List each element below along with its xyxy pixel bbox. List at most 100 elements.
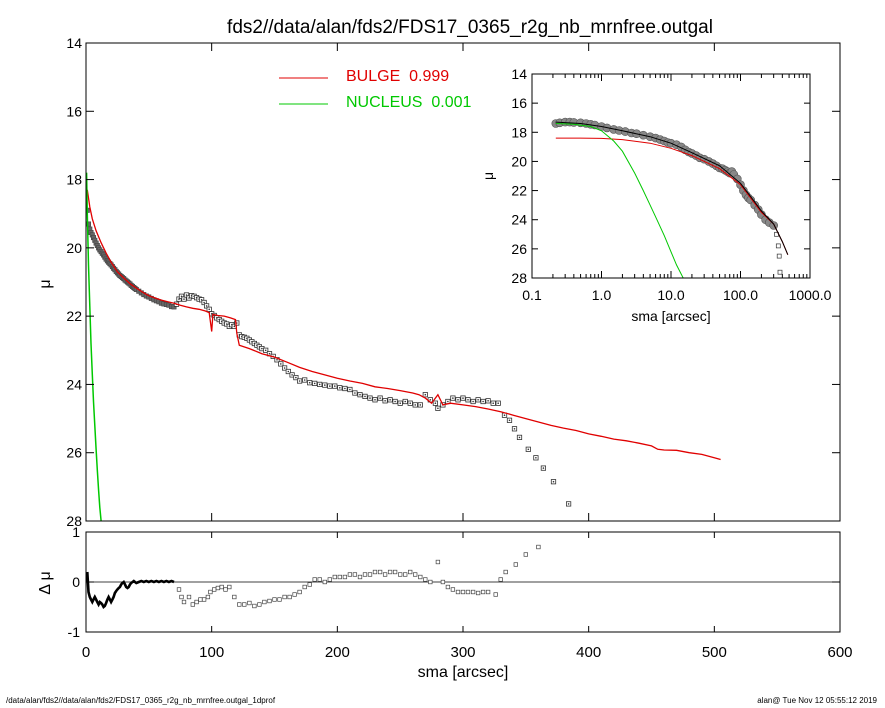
observed-point-dot	[208, 308, 210, 311]
observed-point-dot	[364, 395, 366, 398]
observed-point-dot	[518, 436, 521, 439]
residual-point	[367, 572, 373, 577]
inset-y-label: μ	[480, 172, 496, 180]
observed-point-dot	[399, 402, 402, 405]
inset-x-tick-label: 100.0	[723, 287, 758, 303]
legend-label-nucleus: NUCLEUS 0.001	[346, 94, 471, 111]
residual-point	[190, 602, 195, 607]
inset-y-tick-label: 14	[511, 66, 527, 82]
residual-point	[277, 597, 282, 602]
residual-point	[232, 594, 237, 600]
residual-point	[408, 569, 413, 575]
residual-panel: 0 100 200 300 400 500 600-101 Δ μ sma [arcsec]	[37, 524, 853, 681]
residual-point	[223, 587, 228, 592]
residual-point	[455, 589, 461, 595]
residual-y-tick-label: 0	[72, 574, 80, 590]
observed-point-dot	[379, 397, 381, 399]
residual-point	[352, 572, 358, 577]
residual-point	[418, 574, 423, 580]
residual-point	[403, 572, 408, 577]
residual-point	[392, 569, 398, 575]
observed-point-dot	[389, 399, 391, 401]
main-y-tick-label: 14	[66, 35, 82, 51]
residual-point	[523, 552, 528, 557]
residual-x-tick-label: 200	[325, 644, 350, 661]
residual-point	[387, 569, 393, 575]
observed-point-dot	[434, 402, 437, 405]
main-y-tick-label: 24	[66, 376, 82, 392]
residual-point	[347, 572, 353, 577]
residual-point	[257, 602, 262, 607]
residual-point	[215, 585, 221, 591]
observed-point-dot	[404, 400, 407, 403]
residual-point	[435, 559, 441, 565]
residual-point	[342, 574, 348, 580]
residual-inner-curve	[86, 571, 175, 610]
residual-point	[237, 602, 242, 607]
observed-point-dot	[291, 374, 293, 376]
residual-point	[287, 594, 292, 600]
main-data-group	[86, 172, 721, 521]
observed-point-dot	[276, 359, 278, 361]
residual-point	[212, 587, 217, 592]
observed-point-dot	[552, 480, 555, 483]
observed-point-dot	[384, 400, 386, 402]
inset-y-tick-label: 16	[511, 95, 527, 111]
observed-point-dot	[183, 298, 185, 300]
inset-y-tick-label: 18	[511, 124, 527, 140]
observed-point-dot	[295, 376, 297, 379]
residual-point	[262, 599, 267, 605]
residual-x-tick-label: 500	[702, 644, 727, 661]
residual-x-tick-label: 300	[450, 644, 475, 661]
residual-point	[242, 602, 247, 607]
observed-point-dot	[264, 349, 267, 352]
observed-point-dot	[369, 397, 371, 399]
inset-axes-frame	[531, 73, 811, 279]
observed-point-dot	[287, 370, 290, 373]
residual-point	[470, 589, 476, 595]
inset-observed-point	[776, 253, 782, 259]
main-y-tick-label: 20	[66, 240, 82, 256]
legend-label-bulge: BULGE 0.999	[346, 68, 449, 85]
observed-point-dot	[542, 467, 545, 469]
inset-total-model-line	[555, 121, 789, 255]
residual-point	[205, 594, 211, 600]
residual-point	[450, 587, 456, 592]
residual-point	[480, 589, 486, 595]
main-y-tick-label: 26	[66, 445, 82, 461]
residual-point	[179, 594, 184, 600]
residual-point	[312, 577, 317, 582]
residual-point	[503, 569, 508, 575]
observed-point-dot	[409, 402, 412, 405]
residual-point	[317, 577, 322, 582]
observed-point-dot	[344, 387, 346, 390]
residual-point	[465, 589, 471, 595]
main-y-tick-label: 18	[66, 172, 82, 188]
observed-point-dot	[308, 381, 311, 384]
inset-y-tick-label: 28	[511, 270, 527, 286]
inset-y-tick-label: 22	[511, 183, 527, 199]
residual-point	[332, 574, 337, 580]
observed-point-dot	[205, 305, 208, 307]
observed-point-dot	[329, 385, 331, 387]
residual-x-tick-label: 100	[199, 644, 224, 661]
inset-data-group	[551, 117, 789, 278]
residual-point	[176, 587, 182, 592]
observed-point-dot	[354, 392, 356, 394]
observed-point-dot	[497, 402, 500, 405]
residual-axes-frame	[85, 531, 841, 633]
residual-point	[272, 597, 277, 602]
observed-point-dot	[374, 399, 376, 401]
observed-point-dot	[349, 388, 351, 391]
observed-point-dot	[298, 380, 301, 382]
observed-point-dot	[424, 393, 427, 396]
observed-point-dot	[359, 393, 361, 396]
residual-point	[208, 589, 213, 595]
residual-point	[460, 589, 466, 595]
main-panel: 14 16 18 20 22 24 26 28 μ BULGE 0.999 NUCLEUS 0…	[37, 35, 841, 529]
residual-point	[322, 579, 327, 585]
residual-point	[536, 544, 541, 550]
main-y-label: μ	[37, 279, 54, 288]
residual-x-tick-label: 0	[82, 644, 90, 661]
